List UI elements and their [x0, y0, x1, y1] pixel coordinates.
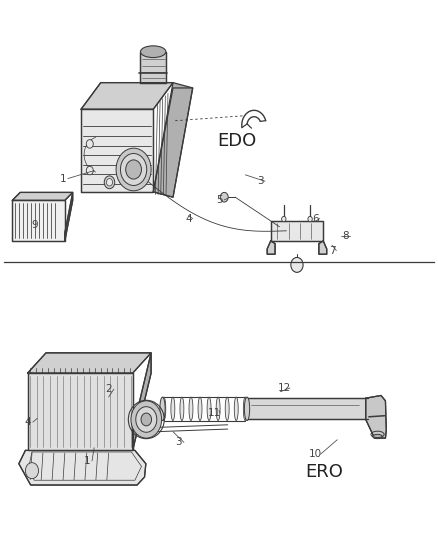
Circle shape: [220, 192, 228, 202]
Text: 3: 3: [257, 176, 264, 186]
Ellipse shape: [225, 397, 229, 421]
Text: 2: 2: [105, 384, 112, 394]
Text: 12: 12: [278, 383, 291, 393]
Circle shape: [86, 166, 93, 175]
Ellipse shape: [373, 434, 382, 439]
Polygon shape: [133, 353, 151, 450]
Text: 11: 11: [208, 408, 221, 418]
Text: 4: 4: [24, 417, 31, 427]
Circle shape: [141, 413, 152, 426]
Ellipse shape: [171, 397, 175, 421]
Text: 9: 9: [32, 221, 39, 230]
Polygon shape: [319, 241, 327, 254]
Polygon shape: [28, 353, 151, 373]
Text: 6: 6: [312, 214, 319, 223]
Ellipse shape: [180, 397, 184, 421]
Polygon shape: [153, 83, 193, 197]
Text: EDO: EDO: [217, 132, 256, 150]
Ellipse shape: [244, 397, 250, 421]
Circle shape: [86, 140, 93, 148]
Polygon shape: [12, 200, 65, 241]
Ellipse shape: [198, 397, 202, 421]
Circle shape: [116, 148, 151, 191]
Text: 1: 1: [60, 174, 67, 183]
Circle shape: [282, 216, 286, 222]
Circle shape: [126, 160, 141, 179]
Text: 5: 5: [216, 195, 223, 205]
Ellipse shape: [162, 397, 166, 421]
Text: 3: 3: [175, 438, 182, 447]
Ellipse shape: [160, 397, 165, 421]
Polygon shape: [267, 241, 275, 254]
Polygon shape: [65, 192, 73, 241]
Circle shape: [136, 407, 157, 432]
Polygon shape: [246, 398, 368, 419]
Text: 4: 4: [185, 214, 192, 223]
Circle shape: [25, 463, 39, 479]
Ellipse shape: [189, 397, 193, 421]
Circle shape: [104, 176, 115, 189]
Polygon shape: [19, 450, 146, 485]
Ellipse shape: [141, 46, 166, 58]
Ellipse shape: [216, 397, 220, 421]
Polygon shape: [81, 109, 153, 192]
Text: ERO: ERO: [305, 463, 343, 481]
Polygon shape: [366, 395, 386, 438]
Ellipse shape: [234, 397, 238, 421]
Ellipse shape: [244, 397, 247, 421]
Circle shape: [120, 154, 147, 185]
Circle shape: [291, 257, 303, 272]
Circle shape: [308, 216, 312, 222]
Circle shape: [106, 179, 113, 186]
Polygon shape: [141, 52, 166, 83]
Polygon shape: [271, 221, 323, 241]
Circle shape: [131, 401, 162, 438]
Text: 1: 1: [83, 456, 90, 466]
Polygon shape: [28, 373, 133, 450]
Polygon shape: [12, 192, 73, 200]
Text: 8: 8: [343, 231, 350, 240]
Polygon shape: [81, 83, 173, 109]
Ellipse shape: [207, 397, 211, 421]
Text: 10: 10: [309, 449, 322, 459]
Text: 7: 7: [328, 246, 336, 255]
